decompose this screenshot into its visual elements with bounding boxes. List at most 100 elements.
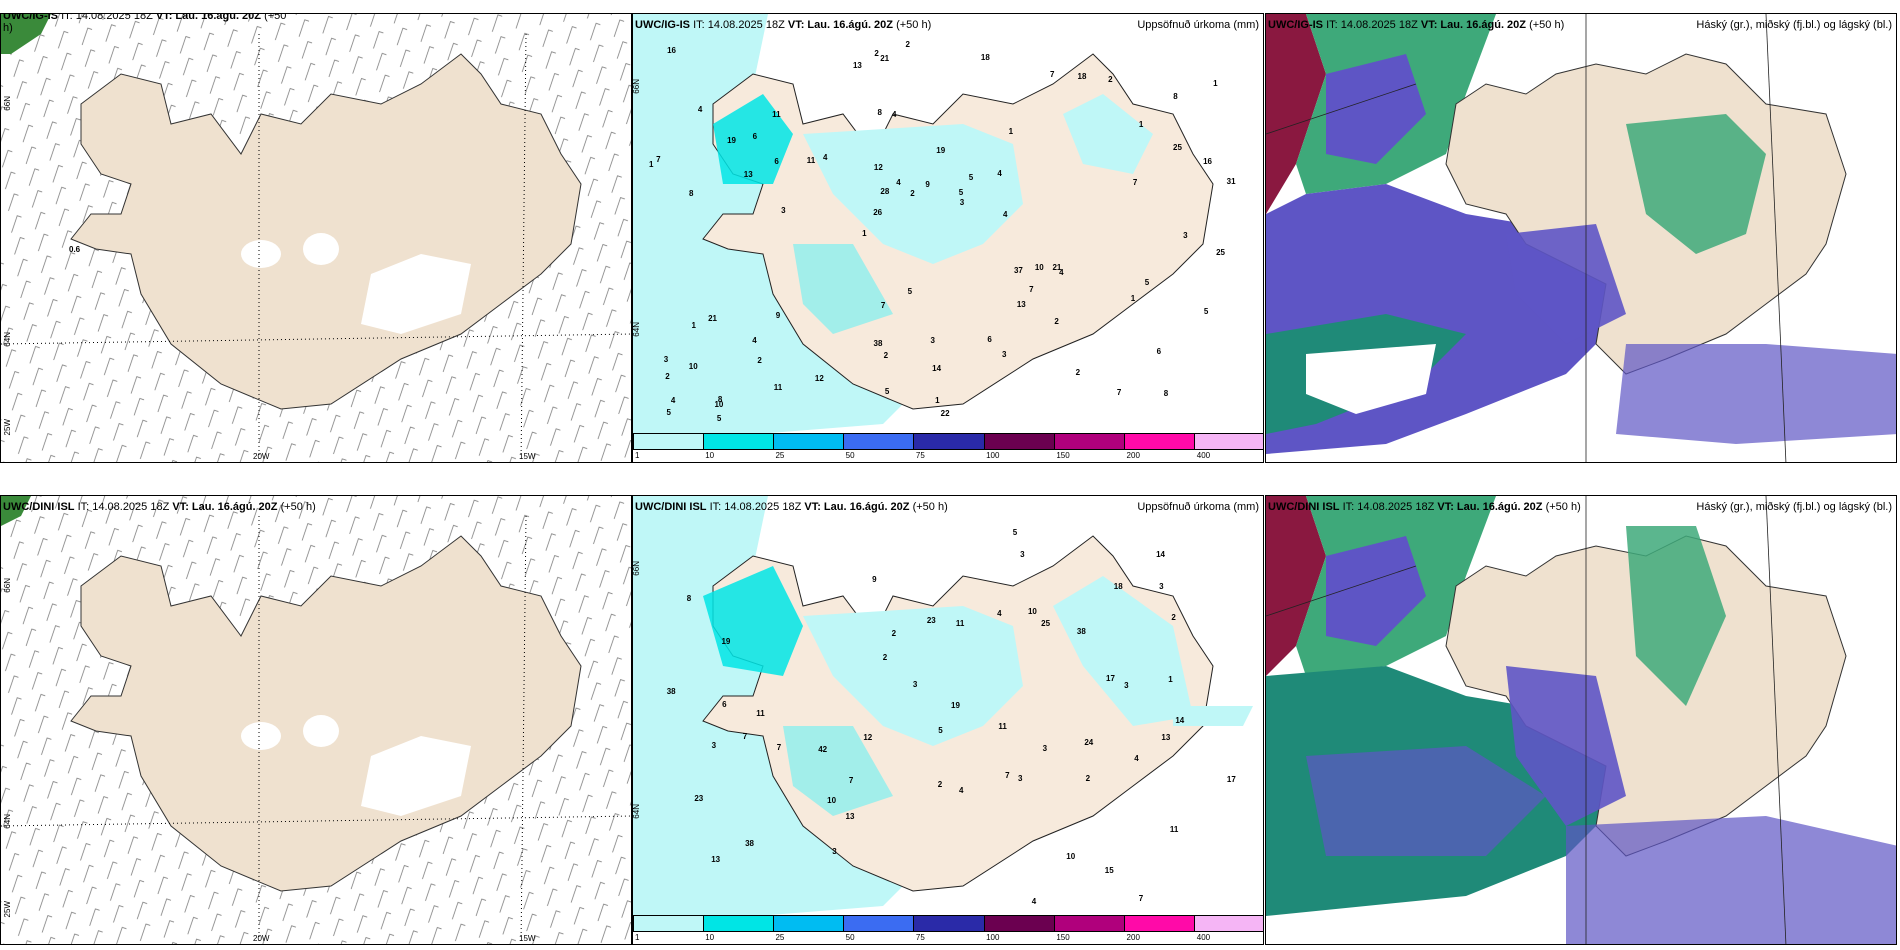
- precip-value: 10: [827, 796, 837, 806]
- precip-value: 38: [666, 686, 676, 696]
- iceland-land: [70, 53, 582, 410]
- precip-value: 28: [880, 186, 890, 196]
- colorbar-swatch: [1194, 434, 1263, 449]
- precip-value: 37: [1013, 265, 1023, 275]
- colorbar-label: 25: [775, 933, 785, 942]
- map-panel-wind-igis: 0.6 UWC/IG-IS IT: 14.08.2025 18Z VT: Lau…: [0, 13, 632, 463]
- precip-value: 19: [951, 700, 960, 710]
- lon-label: 20W: [253, 452, 270, 461]
- precip-value: 14: [932, 364, 942, 374]
- colorbar-swatch: [844, 434, 915, 449]
- precip-value: 38: [873, 338, 883, 348]
- colorbar-swatch: [774, 916, 845, 931]
- precip-value: 13: [1161, 733, 1171, 743]
- precip-value: 12: [863, 733, 873, 743]
- panel-subtitle: Uppsöfnuð úrkoma (mm): [1137, 501, 1259, 513]
- precip-value: 38: [745, 839, 754, 849]
- precip-value: 8: [717, 394, 723, 404]
- precip-value: 10: [1066, 852, 1076, 862]
- precip-value: 6: [987, 335, 992, 345]
- precip-value: 5: [884, 387, 890, 397]
- precip-value: 19: [727, 135, 736, 145]
- map-panel-wind-dini: UWC/DINI ISL IT: 14.08.2025 18Z VT: Lau.…: [0, 495, 632, 945]
- precip-value: 1: [1168, 674, 1173, 684]
- colorbar-label: 150: [1056, 933, 1070, 942]
- precip-value: 6: [722, 699, 727, 709]
- precip-value: 5: [907, 287, 913, 297]
- colorbar-label: 75: [915, 451, 925, 460]
- precip-value: 11: [806, 155, 816, 165]
- precip-value: 5: [958, 187, 964, 197]
- precip-value: 18: [1113, 581, 1123, 591]
- precip-value: 21: [708, 313, 717, 323]
- precip-value: 38: [1076, 626, 1086, 636]
- precip-value: 14: [1156, 549, 1165, 559]
- precip-value: 5: [1144, 277, 1150, 287]
- colorbar-label: 200: [1126, 451, 1140, 460]
- lon-label: 15W: [519, 452, 536, 461]
- precip-value: 2: [1108, 75, 1113, 85]
- colorbar-swatch: [914, 916, 985, 931]
- precip-value: 21: [880, 54, 890, 64]
- precip-value: 42: [818, 744, 828, 754]
- precip-value: 10: [688, 361, 698, 371]
- map-panel-clouds-dini: UWC/DINI ISL IT: 14.08.2025 18Z VT: Lau.…: [1265, 495, 1897, 945]
- precip-value: 4: [752, 335, 757, 345]
- precip-value: 1: [1008, 126, 1014, 136]
- precip-value: 3: [1124, 680, 1129, 690]
- precip-value: 10: [1034, 262, 1044, 272]
- precip-map: [633, 496, 1263, 944]
- map-panel-precip-dini: UWC/DINI ISL IT: 14.08.2025 18Z VT: Lau.…: [632, 495, 1264, 945]
- panel-title: UWC/IG-IS IT: 14.08.2025 18Z VT: Lau. 16…: [635, 19, 932, 31]
- precip-value: 4: [1134, 754, 1139, 764]
- colorbar-label: 100: [986, 933, 1000, 942]
- precip-value: 11: [772, 109, 781, 119]
- precip-value: 1: [1138, 120, 1144, 130]
- colorbar-swatch: [914, 434, 985, 449]
- precip-value: 10: [714, 400, 724, 410]
- precip-value: 2: [874, 48, 879, 58]
- map-panel-clouds-igis: UWC/IG-IS IT: 14.08.2025 18Z VT: Lau. 16…: [1265, 13, 1897, 463]
- precip-value: 25: [1216, 248, 1226, 258]
- colorbar-swatch: [1054, 916, 1125, 931]
- precip-value: 12: [814, 373, 824, 383]
- lat-label: 25W: [3, 419, 12, 436]
- precip-value: 8: [689, 188, 694, 198]
- precip-value: 3: [1020, 550, 1025, 560]
- lat-label: 64N: [3, 332, 12, 347]
- panel-title: UWC/DINI ISL IT: 14.08.2025 18Z VT: Lau.…: [3, 501, 316, 513]
- lat-label: 66N: [632, 561, 641, 576]
- precip-value: 2: [1054, 317, 1059, 327]
- precip-value: 23: [926, 616, 936, 626]
- precip-value: 2: [1085, 774, 1091, 784]
- precip-value: 11: [1169, 824, 1179, 834]
- lat-label: 66N: [632, 79, 641, 94]
- precip-value: 25: [1041, 619, 1051, 629]
- precip-value: 24: [1084, 738, 1094, 748]
- precip-value: 3: [1159, 581, 1164, 591]
- colorbar-swatch: [774, 434, 845, 449]
- precip-value: 7: [1005, 770, 1010, 780]
- panel-subtitle: Háský (gr.), miðský (fj.bl.) og lágský (…: [1696, 501, 1892, 513]
- precip-value: 7: [1138, 894, 1144, 904]
- colorbar-label: 25: [775, 451, 785, 460]
- colorbar-swatch: [634, 434, 705, 449]
- precip-value: 7: [1132, 177, 1138, 187]
- precip-value: 6: [1156, 346, 1162, 356]
- precip-value: 2: [882, 652, 888, 662]
- panel-subtitle: Uppsöfnuð úrkoma (mm): [1137, 19, 1259, 31]
- precip-value: 9: [775, 311, 781, 321]
- precip-value: 13: [711, 855, 721, 865]
- precip-value: 2: [757, 355, 762, 365]
- precip-value: 8: [877, 108, 882, 118]
- colorbar-label: 400: [1196, 933, 1211, 942]
- precip-value: 1: [649, 160, 654, 170]
- svg-text:0.6: 0.6: [69, 245, 81, 254]
- precip-value: 13: [1016, 300, 1026, 310]
- colorbar-label: 400: [1196, 451, 1211, 460]
- precip-value: 13: [743, 169, 753, 179]
- precip-value: 16: [667, 45, 676, 55]
- precip-value: 5: [1203, 307, 1209, 317]
- precip-value: 5: [666, 407, 671, 417]
- precip-value: 8: [1173, 91, 1178, 101]
